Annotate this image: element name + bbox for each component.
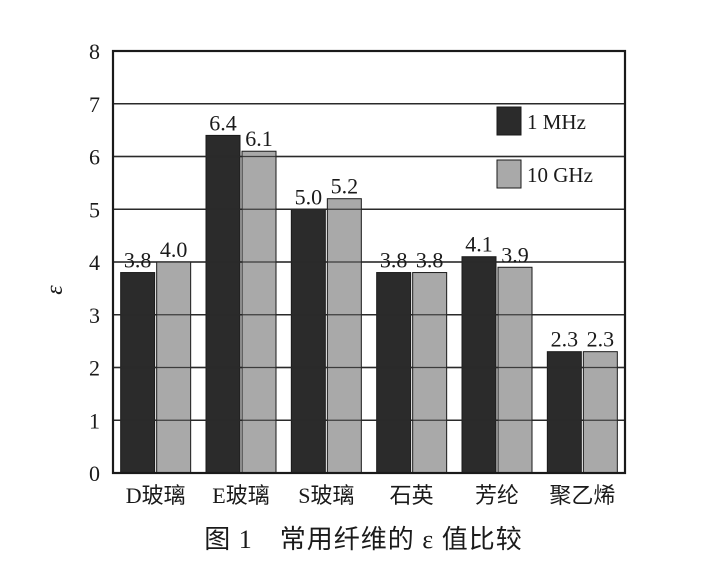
y-tick-label: 4	[89, 250, 100, 275]
data-label: 5.2	[331, 174, 359, 199]
bar	[205, 134, 241, 474]
category-label: 芳纶	[475, 483, 519, 508]
bar	[376, 272, 412, 474]
category-label: E玻璃	[212, 483, 269, 508]
category-label: S玻璃	[298, 483, 354, 508]
bar	[241, 150, 277, 474]
y-tick-label: 2	[89, 356, 100, 381]
bar	[497, 266, 533, 474]
data-label: 3.9	[501, 242, 529, 267]
bar	[546, 351, 582, 474]
legend-swatch	[496, 159, 522, 189]
y-tick-label: 3	[89, 303, 100, 328]
data-label: 4.0	[160, 237, 188, 262]
bar	[582, 351, 618, 474]
data-label: 2.3	[551, 327, 579, 352]
y-tick-label: 0	[89, 461, 100, 486]
bar	[412, 272, 448, 474]
data-label: 3.8	[416, 248, 444, 273]
y-axis-label: ε	[42, 285, 68, 295]
legend-swatch	[496, 106, 522, 136]
plot-frame	[111, 49, 627, 475]
axes	[111, 49, 627, 475]
data-label: 4.1	[465, 232, 493, 257]
category-label: 石英	[390, 483, 434, 508]
bar	[290, 208, 326, 474]
bars	[113, 103, 625, 474]
data-label: 2.3	[587, 327, 615, 352]
category-label: D玻璃	[126, 483, 186, 508]
y-tick-label: 6	[89, 145, 100, 170]
figure-caption: 图 1 常用纤维的 ε 值比较	[204, 525, 523, 554]
category-labels: D玻璃 E玻璃 S玻璃 石英 芳纶 聚乙烯	[126, 483, 616, 508]
category-label: 聚乙烯	[549, 483, 615, 508]
y-tick-label: 7	[89, 92, 100, 117]
data-label: 5.0	[295, 184, 323, 209]
data-labels: 3.8 4.0 6.4 6.1 5.0 5.2 3.8 3.8 4.1 3.9 2.3 2.3	[124, 110, 614, 351]
data-label: 3.8	[124, 248, 152, 273]
data-label: 3.8	[380, 248, 408, 273]
data-label: 6.1	[245, 126, 273, 151]
data-label: 6.4	[209, 110, 237, 135]
y-tick-label: 8	[89, 39, 100, 64]
legend-label: 1 MHz	[527, 110, 586, 134]
legend: 1 MHz 10 GHz	[496, 106, 593, 189]
legend-label: 10 GHz	[527, 163, 593, 187]
y-tick-label: 5	[89, 197, 100, 222]
bar	[326, 198, 362, 474]
y-tick-label: 1	[89, 408, 100, 433]
bar	[461, 256, 497, 474]
y-tick-labels: 0 1 2 3 4 5 6 7 8	[89, 39, 100, 486]
bar	[120, 272, 156, 474]
